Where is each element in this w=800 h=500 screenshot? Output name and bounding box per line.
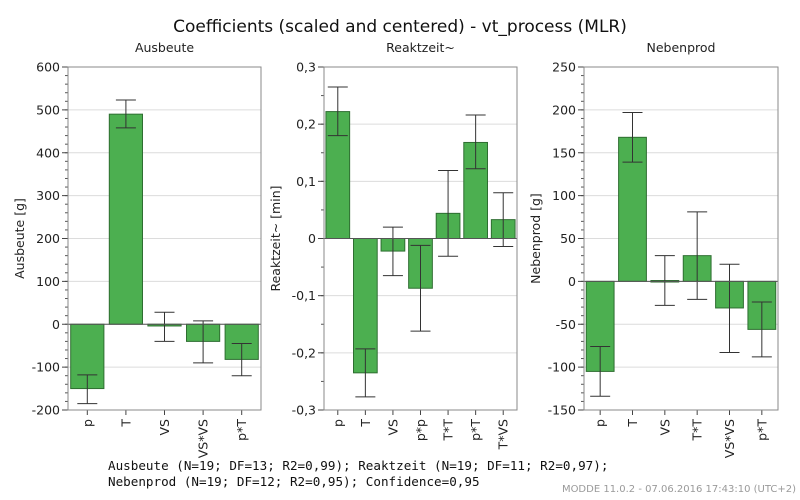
- x-tick-label: T*T: [441, 419, 456, 442]
- y-tick-label: 250: [552, 60, 576, 75]
- panel-ausbeute: Ausbeute 600 500 400 300 200 100 0 -100 -200 Ausbe…: [12, 40, 262, 458]
- x-tick-label: p: [593, 419, 608, 427]
- plot-frame: [67, 66, 262, 411]
- y-tick-label: 100: [36, 274, 60, 289]
- plot-frame: [323, 66, 518, 411]
- panel-reaktzeit: Reaktzeit~ 0,3 0,2 0,1 0 -0,1 -0,2 -0,3 Reaktzei…: [268, 40, 518, 450]
- y-tick-label: 400: [36, 145, 60, 160]
- x-tick-label: VS: [657, 419, 672, 436]
- y-tick-label: 0: [52, 317, 60, 332]
- x-tick-label: p*T: [468, 419, 483, 441]
- panels-group: Ausbeute6005004003002001000-100-200Ausbe…: [12, 40, 779, 458]
- y-axis-label: Nebenprod [g]: [528, 193, 543, 284]
- y-tick-label: -0,1: [292, 288, 316, 303]
- y-tick-label: 0,3: [296, 60, 316, 75]
- y-tick-label: 600: [36, 60, 60, 75]
- software-stamp: MODDE 11.0.2 - 07.06.2016 17:43:10 (UTC+…: [561, 484, 796, 495]
- model-summary-line-2: Nebenprod (N=19; DF=12; R2=0,95); Confid…: [108, 474, 480, 489]
- y-tick-label: 200: [36, 231, 60, 246]
- y-tick-label: 100: [552, 188, 576, 203]
- x-tick-label: VS: [157, 419, 172, 436]
- y-axis-label: Ausbeute [g]: [12, 198, 27, 279]
- y-tick-label: 150: [552, 145, 576, 160]
- y-tick-label: -100: [32, 360, 60, 375]
- y-tick-label: 0,2: [296, 117, 316, 132]
- model-summary-line-1: Ausbeute (N=19; DF=13; R2=0,99); Reaktze…: [108, 458, 609, 473]
- y-tick-label: 0: [568, 274, 576, 289]
- y-tick-label: -100: [548, 360, 576, 375]
- y-tick-label: 500: [36, 102, 60, 117]
- plot-frame: [583, 66, 779, 411]
- x-tick-label: T: [625, 419, 640, 428]
- y-tick-label: -0,2: [292, 345, 316, 360]
- x-tick-label: p*T: [234, 419, 249, 441]
- x-tick-label: p: [80, 419, 95, 427]
- panel-subtitle: Nebenprod: [647, 40, 716, 55]
- y-tick-label: -50: [556, 317, 576, 332]
- chart-title: Coefficients (scaled and centered) - vt_…: [173, 17, 627, 37]
- panel-subtitle: Reaktzeit~: [386, 40, 455, 55]
- x-tick-label: T: [118, 419, 133, 428]
- y-tick-label: 0,1: [296, 174, 316, 189]
- x-tick-label: p*p: [413, 419, 428, 441]
- y-tick-label: -0,3: [292, 403, 316, 418]
- panel-subtitle: Ausbeute: [135, 40, 194, 55]
- panel-nebenprod: Nebenprod 250 200 150 100 50 0 -50 -100 -150 Neben…: [528, 40, 779, 458]
- x-tick-label: VS: [385, 419, 400, 436]
- y-tick-label: -200: [32, 403, 60, 418]
- y-tick-label: 0: [308, 231, 316, 246]
- y-axis-label: Reaktzeit~ [min]: [268, 185, 283, 291]
- y-tick-label: 300: [36, 188, 60, 203]
- y-tick-label: 50: [560, 231, 576, 246]
- x-tick-label: T*VS: [496, 419, 511, 450]
- x-tick-label: VS*VS: [722, 419, 737, 458]
- x-tick-label: VS*VS: [196, 419, 211, 458]
- x-tick-label: T*T: [690, 419, 705, 442]
- y-tick-label: -150: [548, 403, 576, 418]
- y-tick-label: 200: [552, 102, 576, 117]
- model-summary: Ausbeute (N=19; DF=13; R2=0,99); Reaktze…: [108, 458, 608, 490]
- x-tick-label: p*T: [754, 419, 769, 441]
- x-tick-label: p: [330, 419, 345, 427]
- x-tick-label: T: [358, 419, 373, 428]
- bar-t: [108, 113, 143, 325]
